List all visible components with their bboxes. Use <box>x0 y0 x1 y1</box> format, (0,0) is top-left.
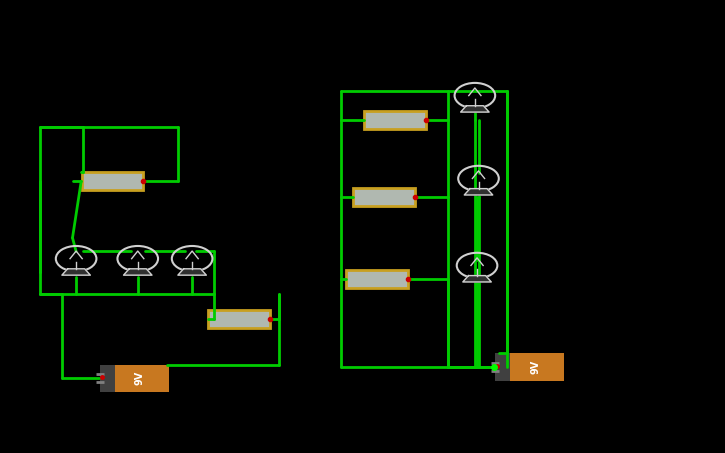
FancyBboxPatch shape <box>510 353 564 381</box>
FancyBboxPatch shape <box>115 365 168 392</box>
Polygon shape <box>463 275 492 282</box>
Polygon shape <box>464 188 493 195</box>
FancyBboxPatch shape <box>100 365 115 392</box>
Polygon shape <box>460 106 489 112</box>
Polygon shape <box>123 269 152 275</box>
Polygon shape <box>62 269 91 275</box>
FancyBboxPatch shape <box>354 188 415 206</box>
FancyBboxPatch shape <box>365 111 426 129</box>
Text: 9V: 9V <box>530 360 540 374</box>
FancyBboxPatch shape <box>347 270 407 288</box>
Polygon shape <box>178 269 207 275</box>
FancyBboxPatch shape <box>81 172 143 190</box>
Text: 9V: 9V <box>135 371 145 386</box>
FancyBboxPatch shape <box>209 310 270 328</box>
FancyBboxPatch shape <box>494 353 510 381</box>
